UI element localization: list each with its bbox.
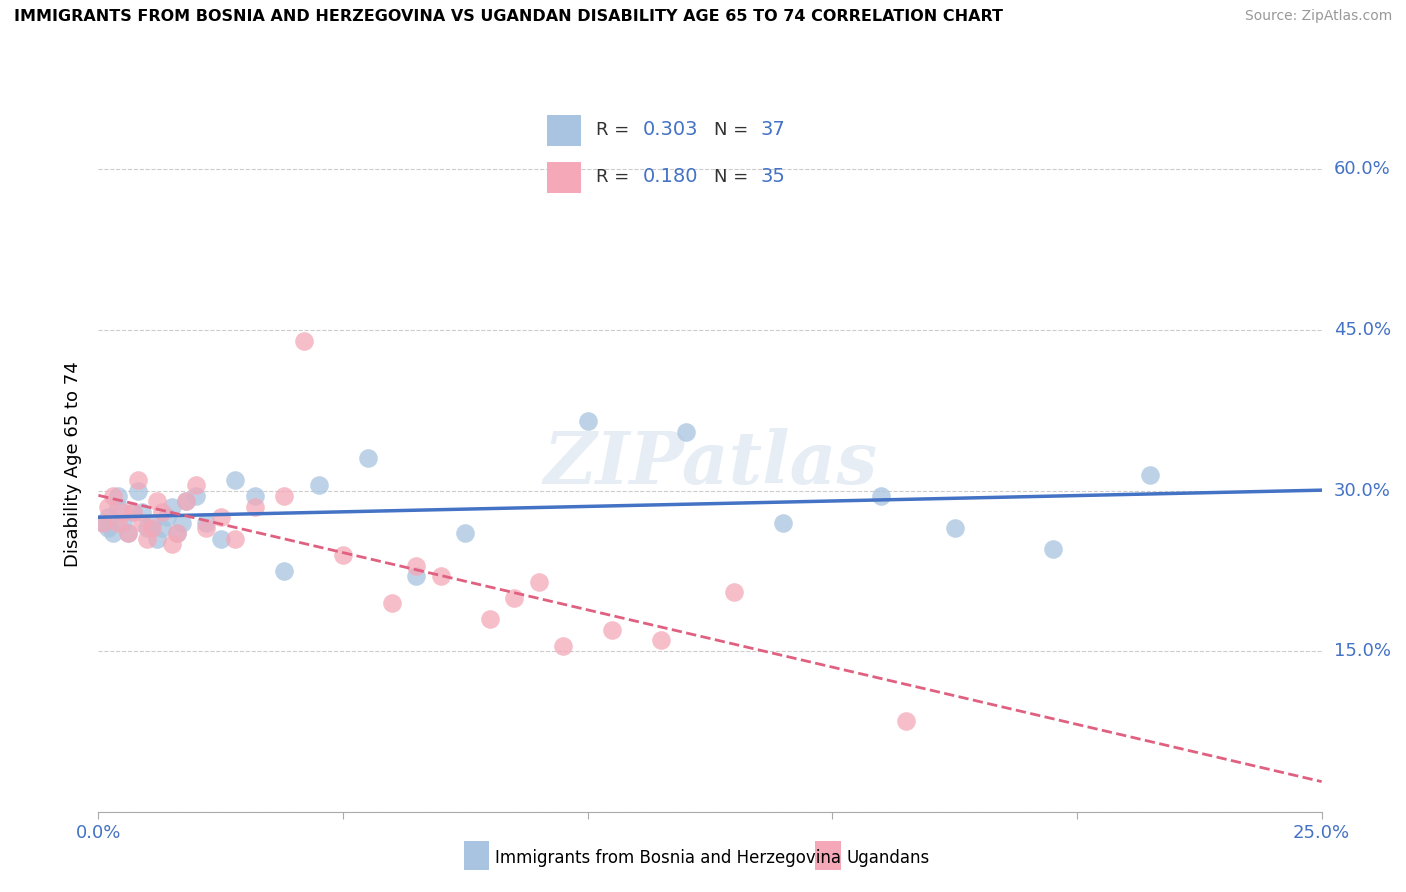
Point xyxy=(600,623,623,637)
Point xyxy=(127,483,149,498)
Point xyxy=(97,521,120,535)
Point xyxy=(156,510,179,524)
Point xyxy=(136,521,159,535)
Point xyxy=(723,585,745,599)
Point xyxy=(176,494,198,508)
Point xyxy=(224,473,246,487)
Point xyxy=(111,505,134,519)
Point xyxy=(117,526,139,541)
Text: 35: 35 xyxy=(761,168,785,186)
Point xyxy=(454,526,477,541)
Point xyxy=(870,489,893,503)
Point xyxy=(356,451,378,466)
Point xyxy=(332,548,354,562)
Point xyxy=(91,516,114,530)
Point xyxy=(166,526,188,541)
Point xyxy=(117,526,139,541)
Point xyxy=(675,425,697,439)
Point xyxy=(150,521,173,535)
Point xyxy=(273,564,295,578)
Point xyxy=(478,612,501,626)
Text: 30.0%: 30.0% xyxy=(1334,482,1391,500)
Point xyxy=(136,532,159,546)
Point xyxy=(527,574,550,589)
Bar xyxy=(547,162,581,193)
Point xyxy=(131,516,153,530)
Point xyxy=(430,569,453,583)
Point xyxy=(146,494,169,508)
Text: ZIPatlas: ZIPatlas xyxy=(543,428,877,500)
Point xyxy=(166,526,188,541)
Point xyxy=(224,532,246,546)
Point xyxy=(553,639,575,653)
Text: 37: 37 xyxy=(761,120,785,139)
Point xyxy=(243,489,266,503)
Point xyxy=(101,526,124,541)
Point xyxy=(381,596,404,610)
Text: 0.180: 0.180 xyxy=(643,168,697,186)
Text: R =: R = xyxy=(596,120,636,139)
Text: Immigrants from Bosnia and Herzegovina: Immigrants from Bosnia and Herzegovina xyxy=(495,849,841,867)
Point xyxy=(894,714,917,728)
Point xyxy=(186,489,208,503)
Point xyxy=(131,505,153,519)
Text: Source: ZipAtlas.com: Source: ZipAtlas.com xyxy=(1244,9,1392,23)
Point xyxy=(1042,542,1064,557)
Point xyxy=(1139,467,1161,482)
Point xyxy=(170,516,193,530)
Text: 60.0%: 60.0% xyxy=(1334,161,1391,178)
Text: 15.0%: 15.0% xyxy=(1334,642,1391,660)
Text: R =: R = xyxy=(596,168,636,186)
Point xyxy=(127,473,149,487)
Point xyxy=(150,505,173,519)
Point xyxy=(943,521,966,535)
Bar xyxy=(547,115,581,145)
Point xyxy=(91,516,114,530)
Y-axis label: Disability Age 65 to 74: Disability Age 65 to 74 xyxy=(65,361,83,566)
Point xyxy=(121,505,143,519)
Point xyxy=(101,489,124,503)
Point xyxy=(576,414,599,428)
Text: 0.303: 0.303 xyxy=(643,120,697,139)
Point xyxy=(186,478,208,492)
Point xyxy=(141,516,163,530)
Point xyxy=(292,334,315,348)
Point xyxy=(405,569,427,583)
Point xyxy=(209,510,232,524)
Point xyxy=(503,591,526,605)
Point xyxy=(111,516,134,530)
Point xyxy=(160,500,183,514)
Point xyxy=(97,500,120,514)
Point xyxy=(121,505,143,519)
Point xyxy=(141,521,163,535)
Point xyxy=(273,489,295,503)
Point xyxy=(195,516,218,530)
Point xyxy=(308,478,330,492)
Point xyxy=(209,532,232,546)
Point xyxy=(243,500,266,514)
Point xyxy=(650,633,672,648)
Point xyxy=(405,558,427,573)
Text: N =: N = xyxy=(714,120,754,139)
Point xyxy=(97,510,120,524)
Text: IMMIGRANTS FROM BOSNIA AND HERZEGOVINA VS UGANDAN DISABILITY AGE 65 TO 74 CORREL: IMMIGRANTS FROM BOSNIA AND HERZEGOVINA V… xyxy=(14,9,1002,24)
Point xyxy=(146,532,169,546)
Text: N =: N = xyxy=(714,168,754,186)
Point xyxy=(107,489,129,503)
Text: 45.0%: 45.0% xyxy=(1334,321,1391,339)
Point xyxy=(772,516,794,530)
Point xyxy=(176,494,198,508)
Point xyxy=(107,500,129,514)
Text: Ugandans: Ugandans xyxy=(846,849,929,867)
Point xyxy=(107,516,129,530)
Point xyxy=(195,521,218,535)
Point xyxy=(160,537,183,551)
